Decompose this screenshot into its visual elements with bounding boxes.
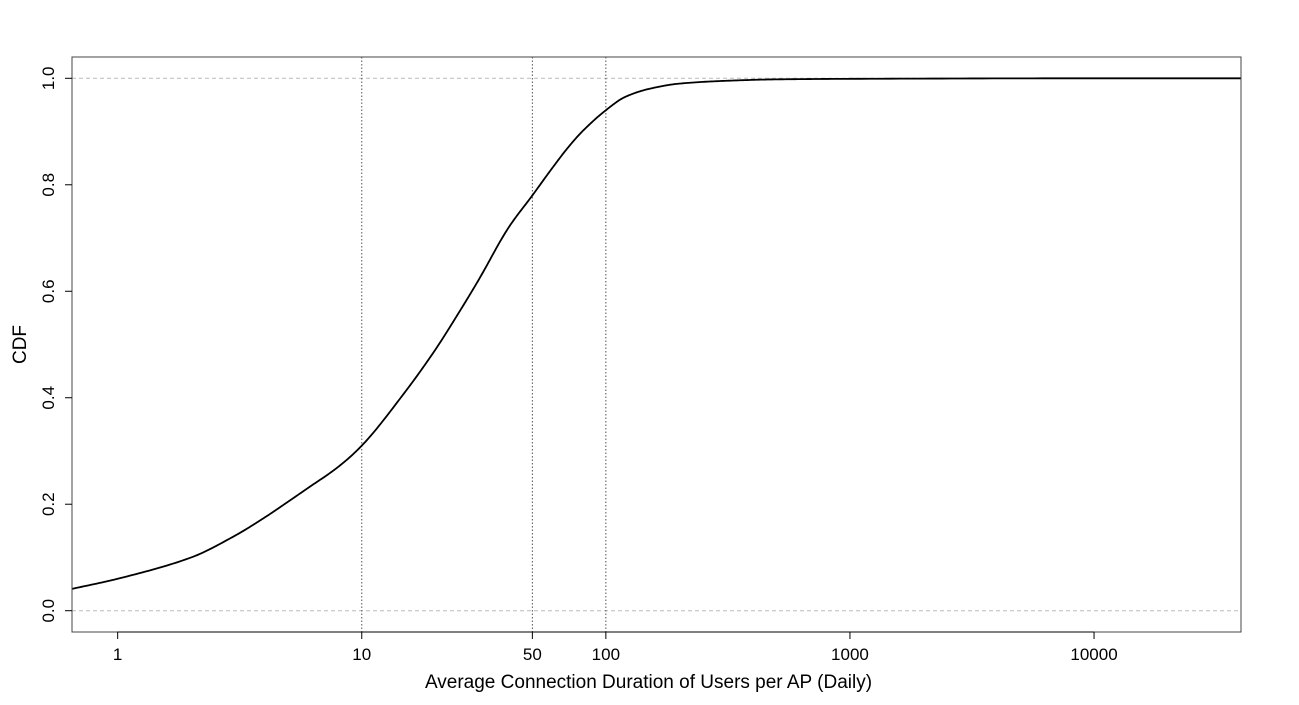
x-tick-label-5: 10000 [1070, 645, 1117, 664]
series-layer [71, 77, 1241, 590]
y-axis: 0.0 0.2 0.4 0.6 0.8 1.0 [39, 66, 72, 623]
y-axis-title: CDF [10, 325, 31, 364]
y-tick-label-2: 0.4 [39, 386, 58, 410]
plot-frame [71, 56, 1242, 633]
y-tick-label-4: 0.8 [39, 173, 58, 197]
x-tick-label-4: 1000 [831, 645, 869, 664]
y-tick-label-0: 0.0 [39, 599, 58, 623]
x-tick-label-1: 10 [352, 645, 371, 664]
reference-lines [72, 57, 1241, 632]
x-tick-label-2: 50 [523, 645, 542, 664]
y-tick-label-5: 1.0 [39, 66, 58, 90]
x-axis-title: Average Connection Duration of Users per… [425, 672, 872, 693]
cdf-series-line-0 [71, 77, 1241, 590]
x-tick-label-0: 1 [113, 645, 122, 664]
x-tick-label-3: 100 [592, 645, 620, 664]
y-tick-label-1: 0.2 [39, 492, 58, 516]
y-tick-label-3: 0.6 [39, 279, 58, 303]
x-axis: 1 10 50 100 1000 10000 [113, 631, 1118, 664]
